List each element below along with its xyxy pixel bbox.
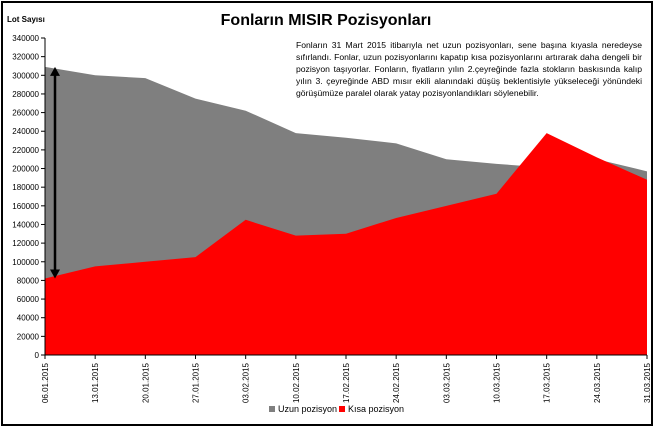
y-tick-label: 240000 <box>12 127 39 136</box>
span-arrow <box>50 66 60 279</box>
y-tick-label: 200000 <box>12 165 39 174</box>
y-tick-label: 60000 <box>17 295 40 304</box>
legend-label-1: Uzun pozisyon <box>278 404 337 414</box>
y-tick-label: 120000 <box>12 239 39 248</box>
legend-swatch-2 <box>339 406 345 412</box>
y-tick-label: 340000 <box>12 34 39 43</box>
y-tick-label: 160000 <box>12 202 39 211</box>
x-tick-label: 13.01.2015 <box>91 362 100 403</box>
x-tick-label: 24.03.2015 <box>593 362 602 403</box>
x-tick-label: 10.02.2015 <box>292 362 301 403</box>
legend: Uzun pozisyon Kısa pozisyon <box>269 404 404 414</box>
x-tick-label: 03.02.2015 <box>242 362 251 403</box>
chart-annotation: Fonların 31 Mart 2015 itibarıyla net uzu… <box>296 40 642 98</box>
y-axis-label: Lot Sayısı <box>7 15 45 24</box>
x-tick-label: 31.03.2015 <box>643 362 652 403</box>
x-tick-label: 10.03.2015 <box>493 362 502 403</box>
plot-areas <box>45 66 647 356</box>
y-tick-label: 100000 <box>12 258 39 267</box>
x-tick-label: 20.01.2015 <box>141 362 150 403</box>
x-tick-label: 24.02.2015 <box>392 362 401 403</box>
chart-title: Fonların MISIR Pozisyonları <box>221 12 432 29</box>
legend-label-2: Kısa pozisyon <box>348 404 404 414</box>
y-tick-label: 0 <box>35 351 40 360</box>
area-series-2 <box>45 133 647 355</box>
y-tick-label: 80000 <box>17 276 40 285</box>
x-tick-label: 06.01.2015 <box>41 362 50 403</box>
y-tick-label: 220000 <box>12 146 39 155</box>
y-tick-label: 20000 <box>17 332 40 341</box>
y-axis: 0 20000 40000 60000 80000 100000 120000 140000 1… <box>12 34 46 360</box>
x-tick-label: 03.03.2015 <box>442 362 451 403</box>
y-tick-label: 280000 <box>12 90 39 99</box>
x-tick-label: 17.02.2015 <box>342 362 351 403</box>
y-tick-label: 320000 <box>12 53 39 62</box>
arrow-head-top <box>50 66 60 76</box>
y-tick-label: 180000 <box>12 183 39 192</box>
y-tick-label: 260000 <box>12 109 39 118</box>
arrow-head-bottom <box>50 269 60 279</box>
y-tick-label: 300000 <box>12 71 39 80</box>
y-tick-label: 140000 <box>12 220 39 229</box>
x-tick-label: 27.01.2015 <box>192 362 201 403</box>
x-axis: 06.01.2015 13.01.2015 20.01.2015 27.01.2015… <box>41 354 652 403</box>
y-tick-label: 40000 <box>17 314 40 323</box>
x-tick-label: 17.03.2015 <box>543 362 552 403</box>
legend-swatch-1 <box>269 406 275 412</box>
